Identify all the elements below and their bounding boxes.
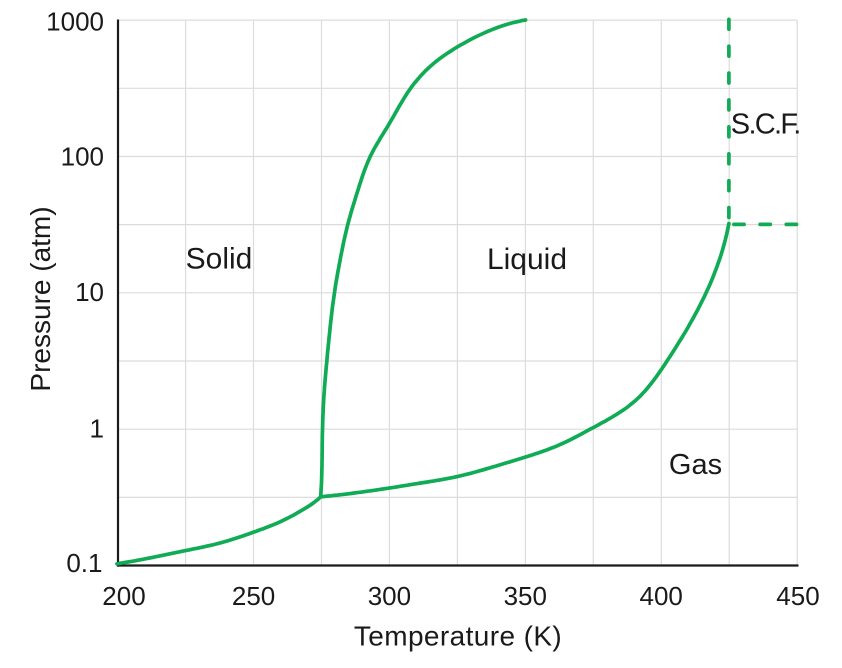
svg-text:1: 1	[90, 414, 104, 444]
svg-text:Temperature (K): Temperature (K)	[354, 621, 562, 652]
svg-text:Solid: Solid	[186, 243, 253, 276]
svg-text:1000: 1000	[46, 7, 104, 37]
svg-text:Gas: Gas	[669, 449, 722, 481]
svg-text:200: 200	[102, 581, 145, 611]
svg-text:450: 450	[776, 581, 819, 611]
svg-text:Liquid: Liquid	[487, 243, 567, 276]
svg-text:10: 10	[75, 277, 104, 307]
svg-text:300: 300	[368, 581, 411, 611]
svg-text:0.1: 0.1	[66, 548, 102, 578]
svg-text:100: 100	[61, 141, 104, 171]
svg-text:400: 400	[640, 581, 683, 611]
svg-text:350: 350	[504, 581, 547, 611]
svg-text:250: 250	[232, 581, 275, 611]
svg-text:S.C.F.: S.C.F.	[731, 109, 800, 141]
svg-text:Pressure (atm): Pressure (atm)	[25, 206, 56, 391]
